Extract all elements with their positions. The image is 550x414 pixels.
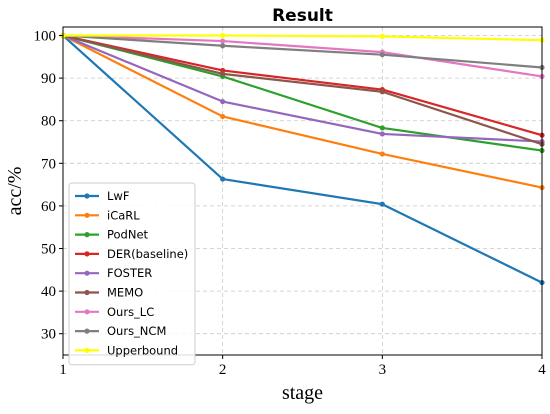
data-point xyxy=(220,38,226,44)
legend: LwF iCaRL PodNet DER(baseline) FOSTER MEMO Our… xyxy=(68,182,196,366)
y-tick-label: 30 xyxy=(41,327,56,343)
data-point xyxy=(379,89,385,95)
legend-marker xyxy=(84,328,90,334)
y-tick-label: 90 xyxy=(41,71,56,87)
series-line xyxy=(63,34,543,42)
y-tick-label: 100 xyxy=(34,29,57,45)
legend-marker xyxy=(84,193,90,199)
x-axis-label: stage xyxy=(282,382,323,404)
legend-marker xyxy=(84,251,90,257)
data-point xyxy=(379,201,385,207)
x-tick-label: 1 xyxy=(59,362,67,378)
legend-item: FOSTER xyxy=(75,266,152,280)
x-tick-label: 2 xyxy=(219,362,227,378)
legend-box xyxy=(68,182,196,366)
legend-marker xyxy=(84,232,90,238)
series-line xyxy=(62,34,543,152)
plot-frame xyxy=(62,26,543,356)
data-point xyxy=(220,43,226,49)
legend-label: iCaRL xyxy=(107,208,140,222)
x-tick-label: 4 xyxy=(538,362,546,378)
series-line xyxy=(62,34,543,143)
legend-marker xyxy=(84,270,90,276)
series-layer xyxy=(60,32,545,286)
data-point xyxy=(220,176,226,182)
legend-marker xyxy=(84,347,90,353)
y-tick-label: 40 xyxy=(41,284,56,300)
legend-item: iCaRL xyxy=(75,208,140,222)
data-point xyxy=(379,131,385,137)
y-tick-label: 50 xyxy=(41,242,56,258)
legend-label: FOSTER xyxy=(107,266,152,280)
legend-label: DER(baseline) xyxy=(107,247,188,261)
y-tick-label: 70 xyxy=(41,156,56,172)
series-line xyxy=(62,34,543,146)
legend-marker xyxy=(84,289,90,296)
legend-item: DER(baseline) xyxy=(75,247,188,261)
y-axis-label: acc/% xyxy=(4,167,26,216)
data-point xyxy=(220,32,226,39)
series-ours-ncm xyxy=(60,32,545,71)
x-tick-label: 3 xyxy=(379,362,387,378)
legend-marker xyxy=(84,212,90,218)
data-point xyxy=(379,33,385,39)
chart-title: Result xyxy=(272,6,333,26)
series-line xyxy=(62,34,543,69)
data-point xyxy=(379,151,385,157)
legend-item: Ours_LC xyxy=(75,305,154,319)
data-point xyxy=(220,71,226,77)
legend-label: PodNet xyxy=(107,228,149,242)
legend-label: Upperbound xyxy=(107,343,178,357)
series-line xyxy=(62,34,543,137)
series-line xyxy=(62,34,543,78)
series-line xyxy=(62,34,543,189)
ticks: 30 40 50 60 70 80 90 100 1 2 3 4 xyxy=(34,29,547,378)
legend-label: Ours_LC xyxy=(107,305,154,319)
legend-item: LwF xyxy=(75,189,129,203)
legend-item: Upperbound xyxy=(75,343,178,357)
data-point xyxy=(379,125,385,131)
legend-item: Ours_NCM xyxy=(75,324,166,338)
legend-label: LwF xyxy=(107,189,129,203)
y-tick-label: 60 xyxy=(41,199,56,215)
legend-item: PodNet xyxy=(75,228,149,242)
legend-label: Ours_NCM xyxy=(107,324,166,338)
data-point xyxy=(220,98,226,105)
legend-label: MEMO xyxy=(107,286,143,300)
data-point xyxy=(379,52,385,58)
series-line xyxy=(62,34,543,284)
legend-item: MEMO xyxy=(75,286,143,300)
legend-marker xyxy=(84,309,90,315)
y-tick-label: 80 xyxy=(41,114,56,130)
data-point xyxy=(220,113,226,120)
